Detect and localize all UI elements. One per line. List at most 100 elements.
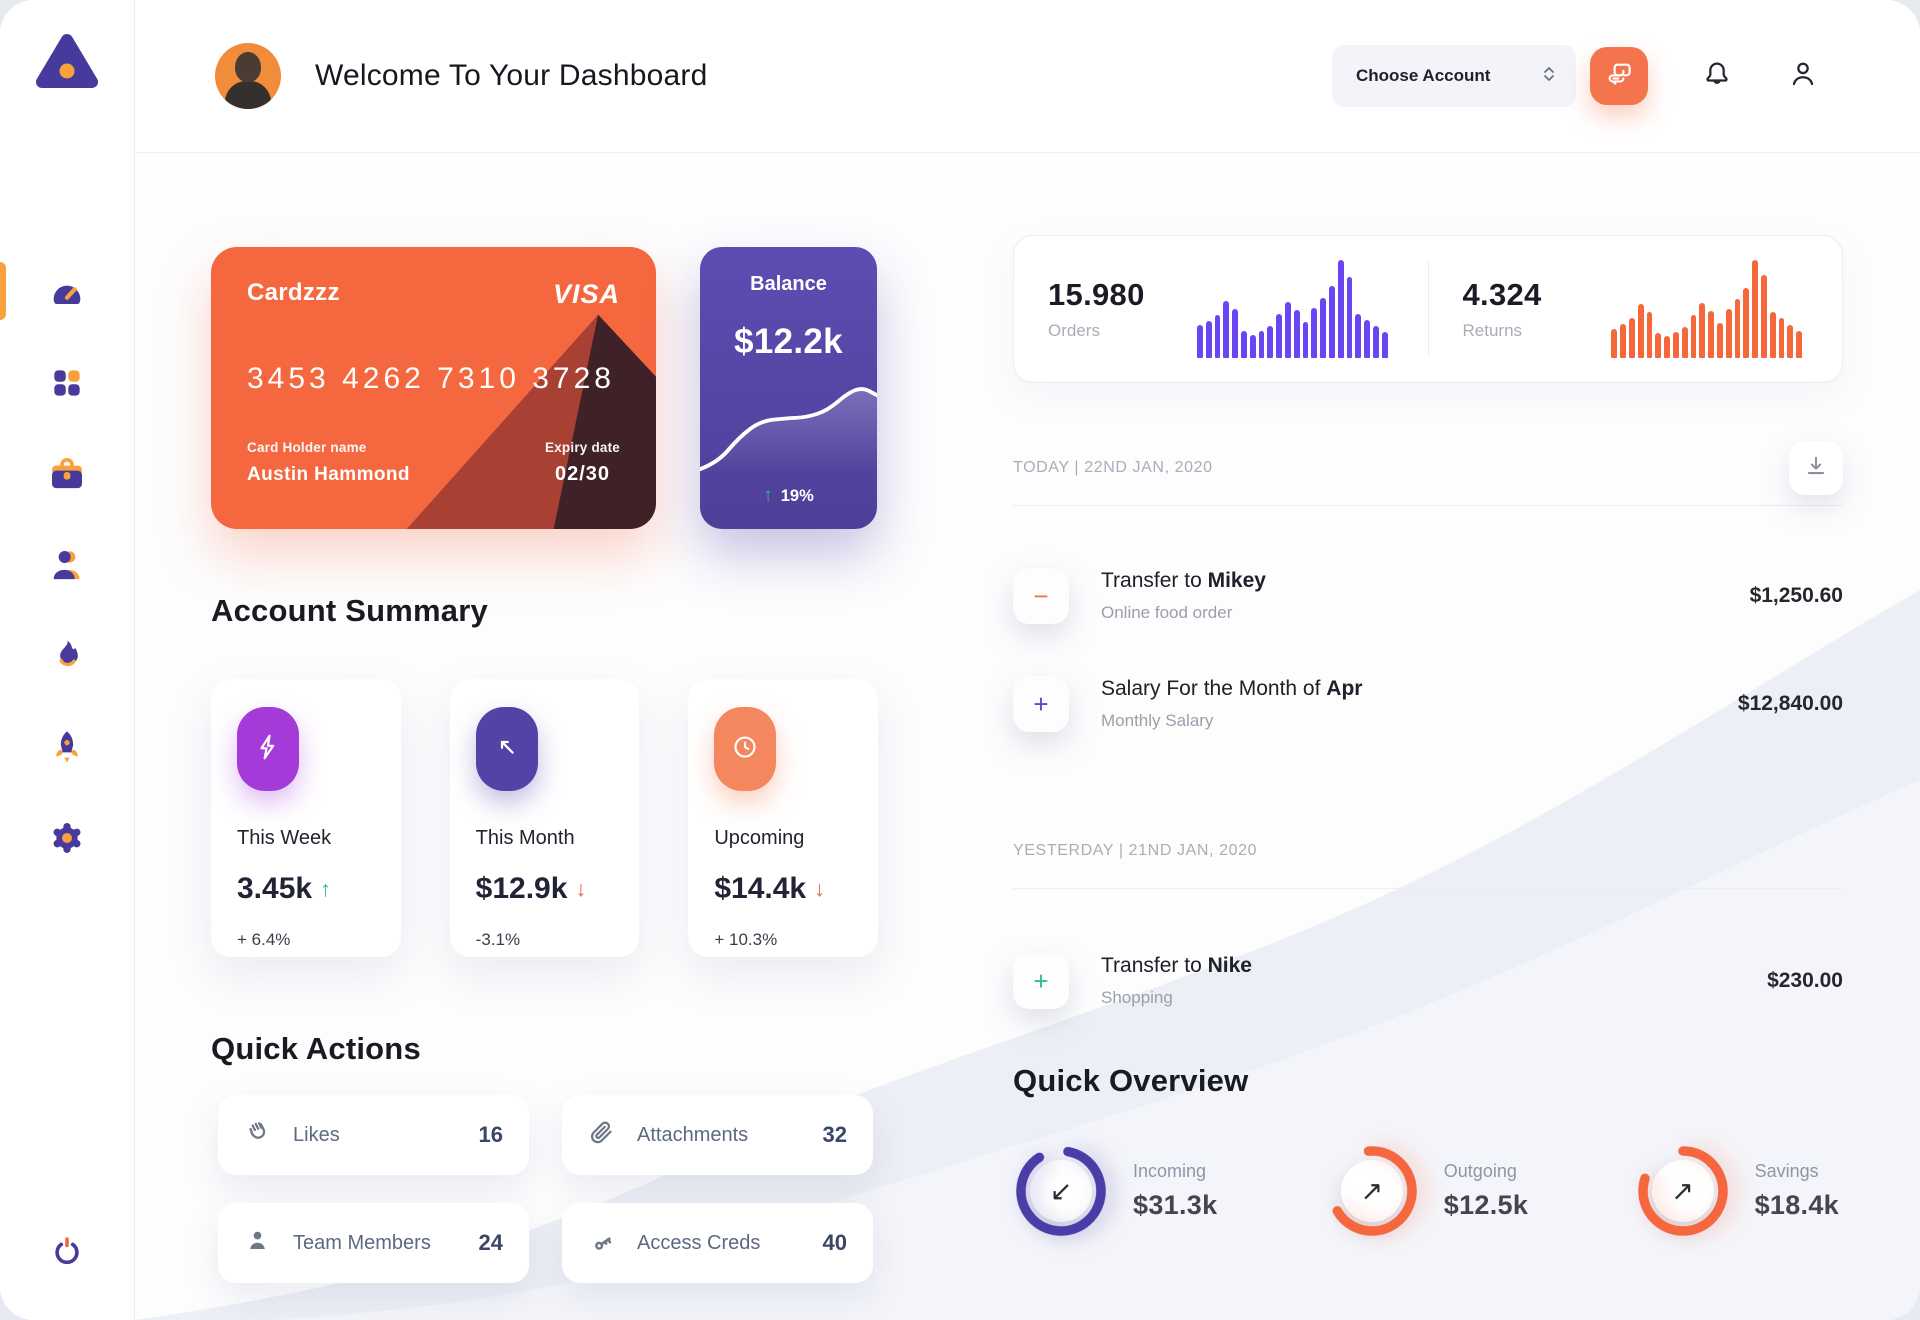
sidebar-item-apps[interactable] bbox=[45, 361, 89, 405]
power-icon bbox=[49, 1234, 85, 1275]
clap-icon bbox=[244, 1119, 271, 1151]
yesterday-date-label: YESTERDAY | 21ND JAN, 2020 bbox=[1013, 842, 1258, 859]
orders-stat: 15.980 Orders bbox=[1014, 260, 1428, 358]
chat-bubbles-icon bbox=[1604, 59, 1634, 94]
summary-change: + 10.3% bbox=[714, 930, 778, 949]
transaction-subtitle: Shopping bbox=[1101, 988, 1173, 1007]
orders-value: 15.980 bbox=[1048, 277, 1145, 312]
notifications-button[interactable] bbox=[1700, 59, 1734, 93]
outgoing-value: $12.5k bbox=[1443, 1190, 1529, 1220]
summary-card-upcoming: Upcoming $14.4k ↓ + 10.3% bbox=[688, 679, 879, 957]
sidebar bbox=[0, 0, 135, 1320]
card-holder-label: Card Holder name bbox=[247, 440, 367, 455]
bell-icon bbox=[1701, 58, 1733, 95]
sidebar-nav bbox=[0, 262, 89, 860]
balance-value: $12.2k bbox=[734, 322, 843, 361]
header-controls: Choose Account bbox=[1332, 45, 1820, 107]
divider bbox=[1013, 505, 1843, 506]
yesterday-header: YESTERDAY | 21ND JAN, 2020 bbox=[1013, 824, 1843, 878]
choose-account-select[interactable]: Choose Account bbox=[1332, 45, 1576, 107]
savings-overview: ↗ Savings $18.4k bbox=[1635, 1143, 1839, 1239]
card-number: 3453 4262 7310 3728 bbox=[247, 362, 615, 395]
outgoing-label: Outgoing bbox=[1443, 1161, 1517, 1181]
balance-trend-chart bbox=[700, 387, 877, 474]
transaction-row-nike[interactable]: + Transfer to Nike Shopping $230.00 bbox=[1013, 953, 1843, 1009]
briefcase-icon bbox=[47, 454, 87, 494]
account-summary-heading: Account Summary bbox=[211, 593, 488, 628]
balance-change: 19% bbox=[780, 486, 814, 505]
quick-action-count: 32 bbox=[822, 1122, 847, 1147]
credit-card: Cardzzz VISA 3453 4262 7310 3728 Card Ho… bbox=[211, 247, 656, 529]
account-summary-cards: This Week 3.45k ↑ + 6.4% bbox=[211, 679, 879, 957]
header: Welcome To Your Dashboard Choose Account bbox=[135, 0, 1920, 153]
triangle-logo-icon bbox=[35, 31, 99, 91]
returns-stat: 4.324 Returns bbox=[1429, 260, 1843, 358]
quick-actions-grid: Likes 16 Attachments 32 bbox=[218, 1095, 878, 1283]
quick-action-access-creds[interactable]: Access Creds 40 bbox=[562, 1203, 873, 1283]
balance-trend-arrow: ↑ bbox=[763, 485, 773, 506]
quick-action-count: 16 bbox=[478, 1122, 503, 1147]
sidebar-item-launch[interactable] bbox=[45, 725, 89, 769]
returns-value: 4.324 bbox=[1462, 277, 1542, 312]
card-holder-name: Austin Hammond bbox=[247, 464, 410, 485]
lightning-icon bbox=[253, 732, 283, 767]
sidebar-item-settings[interactable] bbox=[45, 816, 89, 860]
key-icon bbox=[588, 1227, 615, 1259]
transaction-sign-plus: + bbox=[1013, 676, 1069, 732]
transaction-subtitle: Monthly Salary bbox=[1101, 711, 1214, 730]
user-avatar[interactable] bbox=[215, 43, 281, 109]
summary-card-this-week: This Week 3.45k ↑ + 6.4% bbox=[211, 679, 401, 957]
chevron-up-down-icon bbox=[1542, 65, 1556, 88]
profile-button[interactable] bbox=[1786, 59, 1820, 93]
balance-label: Balance bbox=[750, 273, 827, 295]
balance-card: Balance $12.2k bbox=[700, 247, 877, 529]
right-column: 15.980 Orders 4.324 Returns bbox=[1013, 235, 1843, 1308]
summary-change: -3.1% bbox=[475, 930, 521, 949]
user-outline-icon bbox=[1787, 58, 1819, 95]
transaction-row-mikey[interactable]: − Transfer to Mikey Online food order $1… bbox=[1013, 568, 1843, 624]
main-content: Cardzzz VISA 3453 4262 7310 3728 Card Ho… bbox=[135, 153, 1920, 1320]
transaction-title: Transfer to Mikey bbox=[1101, 569, 1266, 592]
savings-ring: ↗ bbox=[1635, 1143, 1731, 1239]
quick-action-label: Attachments bbox=[637, 1123, 749, 1146]
quick-action-count: 40 bbox=[822, 1230, 847, 1255]
card-expiry-value: 02/30 bbox=[554, 463, 611, 485]
app-logo[interactable] bbox=[34, 28, 100, 94]
sidebar-item-dashboard[interactable] bbox=[0, 262, 89, 320]
sidebar-item-portfolio[interactable] bbox=[45, 452, 89, 496]
transaction-subtitle: Online food order bbox=[1101, 603, 1233, 622]
quick-overview-heading: Quick Overview bbox=[1013, 1063, 1249, 1098]
page-title: Welcome To Your Dashboard bbox=[315, 59, 708, 92]
transaction-amount: $12,840.00 bbox=[1737, 692, 1843, 715]
visa-logo: VISA bbox=[552, 279, 620, 309]
chat-button[interactable] bbox=[1590, 47, 1648, 105]
orders-returns-card: 15.980 Orders 4.324 Returns bbox=[1013, 235, 1843, 383]
user-icon bbox=[47, 545, 87, 585]
summary-change: + 6.4% bbox=[237, 930, 291, 949]
trend-arrow-icon bbox=[492, 732, 522, 767]
left-column: Cardzzz VISA 3453 4262 7310 3728 Card Ho… bbox=[211, 247, 879, 1320]
incoming-ring: ↙ bbox=[1013, 1143, 1109, 1239]
summary-card-this-month: This Month $12.9k ↓ -3.1% bbox=[449, 679, 640, 957]
divider bbox=[1013, 888, 1843, 889]
summary-value: 3.45k bbox=[237, 872, 313, 905]
sidebar-item-trending[interactable] bbox=[45, 634, 89, 678]
orders-label: Orders bbox=[1048, 321, 1100, 340]
incoming-overview: ↙ Incoming $31.3k bbox=[1013, 1143, 1217, 1239]
quick-action-likes[interactable]: Likes 16 bbox=[218, 1095, 529, 1175]
flame-icon bbox=[47, 636, 87, 676]
summary-value: $14.4k bbox=[714, 872, 807, 905]
gauge-icon bbox=[47, 272, 87, 312]
transaction-row-salary[interactable]: + Salary For the Month of Apr Monthly Sa… bbox=[1013, 676, 1843, 732]
grid-icon bbox=[48, 364, 86, 402]
quick-action-attachments[interactable]: Attachments 32 bbox=[562, 1095, 873, 1175]
returns-sparkline bbox=[1611, 260, 1802, 358]
quick-action-team-members[interactable]: Team Members 24 bbox=[218, 1203, 529, 1283]
sidebar-item-contacts[interactable] bbox=[45, 543, 89, 587]
logout-button[interactable] bbox=[45, 1232, 89, 1276]
download-button[interactable] bbox=[1789, 441, 1843, 495]
incoming-value: $31.3k bbox=[1133, 1190, 1218, 1220]
quick-action-label: Likes bbox=[293, 1123, 340, 1146]
quick-action-label: Access Creds bbox=[637, 1231, 761, 1254]
